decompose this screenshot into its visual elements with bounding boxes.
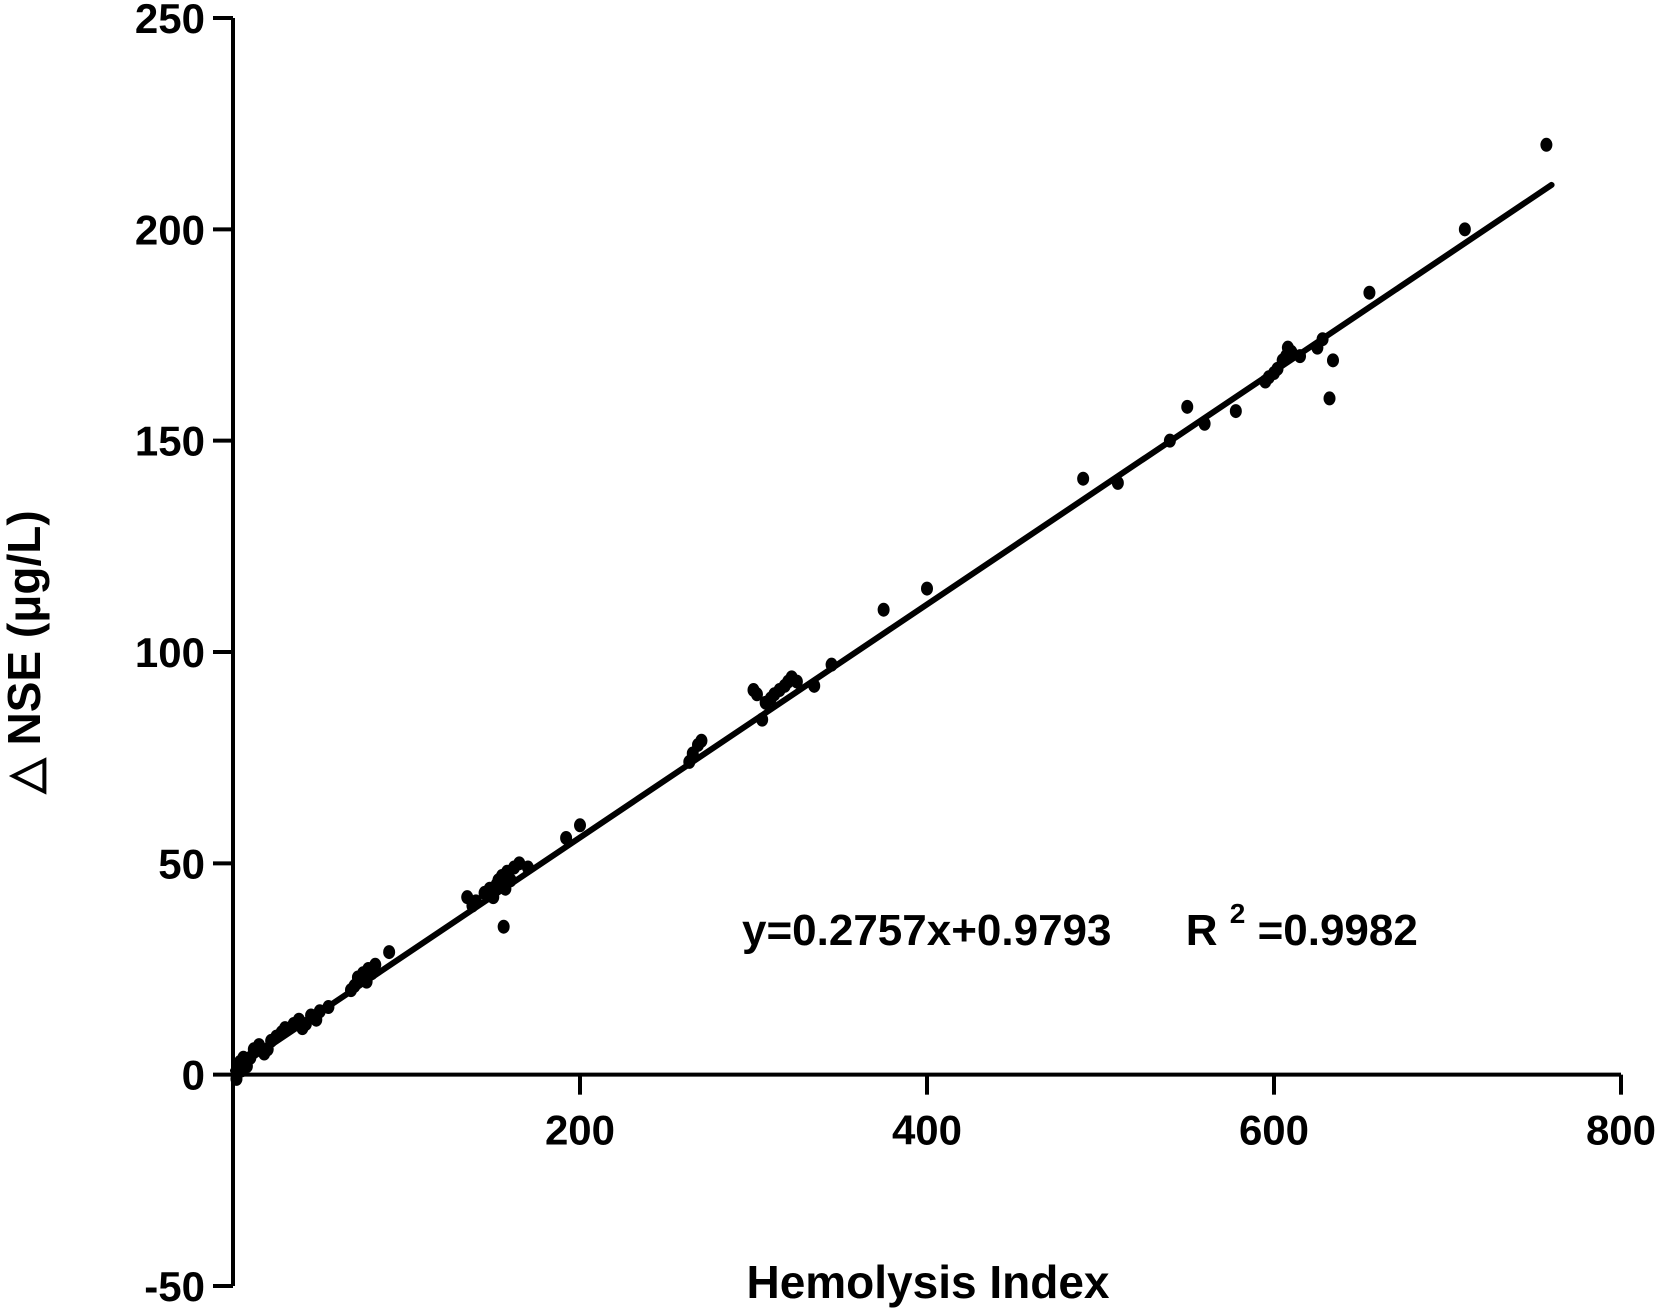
data-point (497, 919, 510, 934)
y-tick-label: 150 (135, 418, 205, 465)
y-tick-label: 50 (158, 840, 205, 887)
y-tick-label: 250 (135, 0, 205, 42)
data-point (695, 733, 708, 748)
data-point (877, 602, 890, 617)
x-tick-label: 400 (892, 1107, 962, 1154)
r2-label: R (1186, 906, 1218, 955)
y-axis-title: △ NSE (μg/L) (0, 510, 50, 795)
y-ticks: -50 0 50 100 150 200 250 (135, 0, 233, 1308)
r2-value: =0.9982 (1258, 906, 1418, 955)
regression-annotation: y=0.2757x+0.9793 R 2 =0.9982 (742, 884, 1418, 955)
data-point (1229, 404, 1242, 419)
y-tick-label: 100 (135, 629, 205, 676)
data-point (1363, 285, 1376, 300)
data-point (1077, 471, 1090, 486)
data-point (1181, 399, 1194, 414)
equation-text: y=0.2757x+0.9793 (742, 906, 1112, 955)
data-point (1540, 137, 1553, 152)
regression-line (230, 181, 1555, 1074)
x-tick-label: 200 (545, 1107, 615, 1154)
data-point (369, 957, 382, 972)
x-tick-label: 800 (1586, 1107, 1656, 1154)
data-point (574, 818, 586, 833)
data-point (1326, 353, 1339, 368)
data-point (1323, 391, 1336, 406)
data-point (750, 687, 763, 702)
data-point (1458, 222, 1471, 237)
y-tick-label: -50 (144, 1263, 205, 1308)
data-point (383, 945, 396, 960)
x-tick-label: 600 (1239, 1107, 1309, 1154)
y-axis: -50 0 50 100 150 200 250 (135, 0, 235, 1308)
x-axis: 200 400 600 800 (233, 1072, 1656, 1154)
y-tick-label: 0 (182, 1052, 205, 1099)
x-ticks: 200 400 600 800 (545, 1074, 1656, 1154)
x-axis-title: Hemolysis Index (746, 1256, 1109, 1308)
y-tick-label: 200 (135, 206, 205, 253)
r2-superscript: 2 (1230, 898, 1246, 929)
data-point (790, 674, 803, 689)
data-point (921, 581, 933, 596)
